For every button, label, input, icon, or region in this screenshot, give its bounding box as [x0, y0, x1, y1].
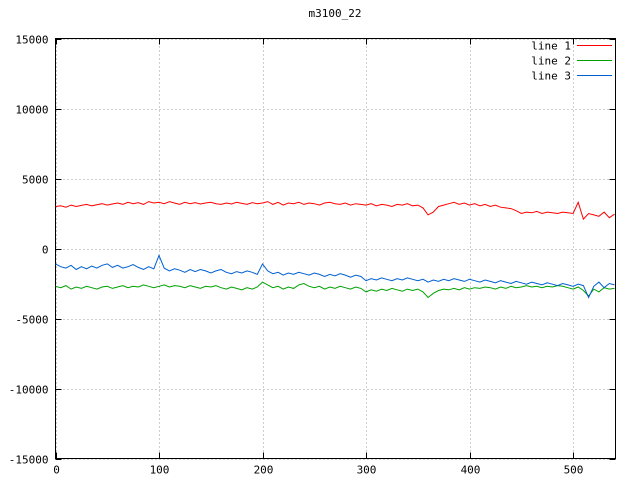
y-tick-label: 15000 [15, 34, 48, 47]
series-line-2 [55, 281, 615, 299]
series-line-3 [55, 254, 615, 299]
legend-label: line 2 [531, 55, 571, 68]
x-tick-label: 0 [53, 464, 60, 477]
series-line-1 [55, 200, 615, 221]
legend-label: line 3 [531, 70, 571, 83]
y-tick-label: -15000 [9, 454, 49, 467]
grid-lines [55, 38, 616, 460]
axes: 0 100 200 300 400 500 -15000 -10000 -5000 0 5000 10… [9, 34, 616, 477]
data-series [55, 200, 615, 299]
y-tick-label: 10000 [15, 104, 48, 117]
legend: line 1 line 2 line 3 [531, 40, 612, 83]
x-tick-label: 100 [150, 464, 170, 477]
x-tick-label: 200 [254, 464, 274, 477]
x-tick-label: 500 [564, 464, 584, 477]
plot-border [55, 38, 616, 459]
legend-label: line 1 [531, 40, 571, 53]
y-tick-label: 5000 [22, 174, 49, 187]
y-tick-label: -5000 [15, 314, 48, 327]
x-tick-label: 400 [461, 464, 481, 477]
chart-title: m3100_22 [309, 7, 362, 20]
y-tick-label: 0 [42, 244, 49, 257]
x-tick-label: 300 [357, 464, 377, 477]
y-tick-label: -10000 [9, 384, 49, 397]
